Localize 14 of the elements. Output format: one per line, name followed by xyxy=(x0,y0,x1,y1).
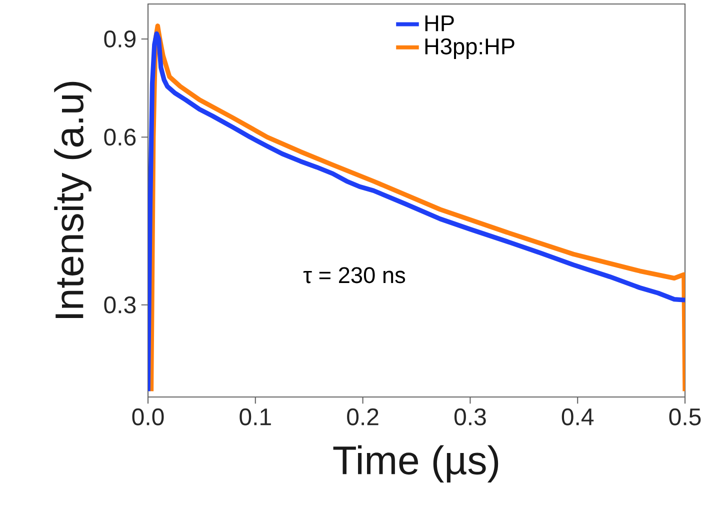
legend-label: HP xyxy=(425,15,454,32)
x-tick-label: 0.1 xyxy=(240,408,271,426)
legend-label: H3pp:HP xyxy=(425,38,514,59)
x-tick-label: 0.0 xyxy=(132,408,164,426)
y-tick-label: 0.6 xyxy=(104,128,136,146)
y-tick-label: 0.9 xyxy=(104,30,136,48)
annotation: τ = 230 ns xyxy=(303,267,406,284)
x-tick-label: 0.4 xyxy=(562,408,594,426)
y-tick-label: 0.3 xyxy=(104,296,136,314)
x-tick-label: 0.3 xyxy=(454,408,486,426)
x-tick-label: 0.2 xyxy=(347,408,378,426)
y-axis-title: Intensity (a.u) xyxy=(54,82,92,318)
x-axis-title: Time (µs) xyxy=(333,445,498,482)
x-tick-label: 0.5 xyxy=(669,408,701,426)
